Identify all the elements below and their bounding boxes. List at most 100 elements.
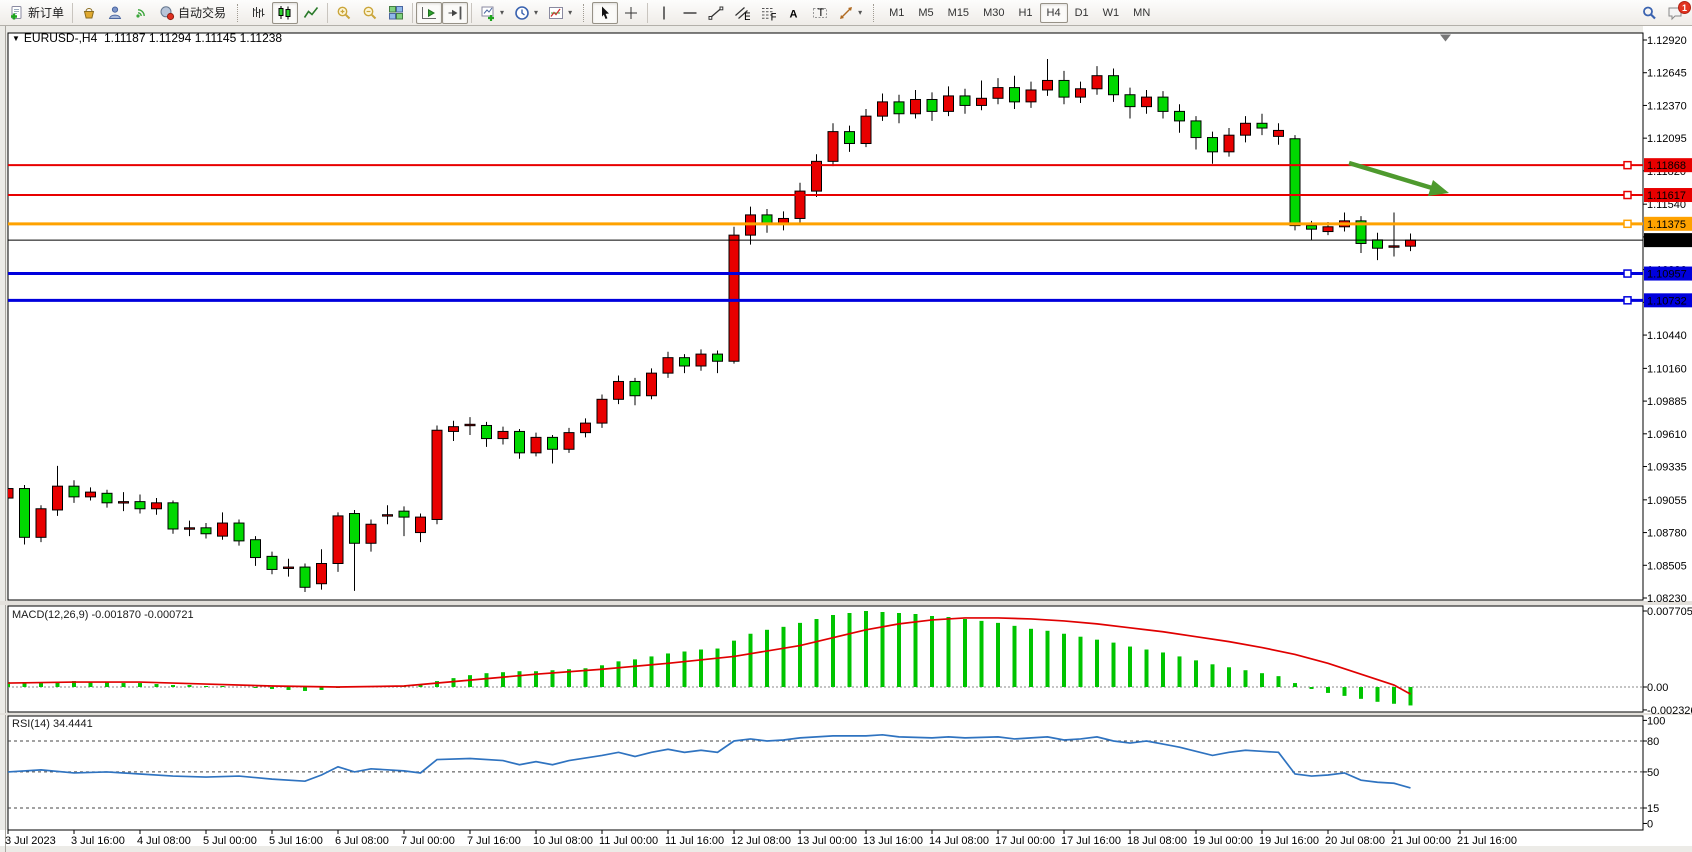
price-tag-label: 1.11617 (1647, 190, 1686, 202)
tile-windows-button[interactable] (383, 2, 409, 24)
linechart-icon (303, 5, 319, 21)
toolbar-grip[interactable] (583, 3, 588, 22)
toolbar-grip[interactable] (873, 3, 878, 22)
bear-candle (349, 513, 360, 544)
arrows-button[interactable]: ▾ (833, 2, 867, 24)
chart-shift-button[interactable] (442, 1, 469, 24)
profiles-button[interactable] (76, 2, 102, 24)
time-axis-label: 7 Jul 00:00 (401, 835, 455, 847)
fibonacci-button[interactable]: F (755, 2, 781, 24)
toolbar-separator (412, 2, 414, 23)
new-order-button[interactable]: 新订单 (4, 2, 69, 24)
zoom-in-button[interactable] (331, 2, 357, 24)
toolbar-grip[interactable] (237, 3, 242, 22)
timeframe-h4-button[interactable]: H4 (1039, 2, 1068, 23)
robot-icon (159, 5, 175, 21)
price-axis-label: 1.11540 (1647, 199, 1686, 211)
bull-candle (85, 491, 96, 498)
timeframe-d1-button[interactable]: D1 (1074, 6, 1089, 19)
bull-candle (811, 160, 822, 192)
timeframe-m1-button[interactable]: M1 (889, 6, 905, 19)
channel-icon: E (734, 5, 751, 23)
timeframe-h1-button[interactable]: H1 (1018, 6, 1033, 19)
svg-text:E: E (744, 11, 750, 21)
price-axis-label: 1.10440 (1647, 330, 1687, 342)
new-chart-button[interactable]: ▾ (475, 2, 509, 24)
chart-area[interactable]: 1.129201.126451.123701.120951.118201.115… (0, 26, 1692, 852)
trend-arrow-annotation[interactable] (1348, 160, 1433, 191)
label-button[interactable]: T (807, 2, 833, 24)
zoom-out-button[interactable] (357, 2, 383, 24)
timeframe-m15-button[interactable]: M15 (947, 6, 970, 19)
time-axis-row[interactable] (0, 830, 1692, 846)
line-handle[interactable] (1623, 296, 1632, 305)
cursor-button[interactable] (592, 1, 619, 24)
panel-splitter[interactable] (0, 713, 1692, 715)
bear-candle (134, 501, 146, 510)
bull-candle (943, 95, 954, 112)
toolbar-separator (647, 2, 649, 23)
chart-candles-button[interactable] (272, 1, 299, 24)
chart-canvas[interactable]: 1.129201.126451.123701.120951.118201.115… (0, 26, 1692, 852)
period-button[interactable]: ▾ (509, 2, 543, 24)
rsi-panel[interactable] (7, 715, 1644, 831)
chart-shift-marker[interactable] (1440, 34, 1451, 42)
bear-candle (893, 101, 905, 115)
notifications-button[interactable]: 1 (1662, 0, 1691, 24)
timeframe-mn-button[interactable]: MN (1133, 6, 1151, 19)
community-button[interactable] (102, 2, 128, 24)
time-axis-label: 13 Jul 00:00 (797, 835, 857, 847)
price-tag (1644, 216, 1692, 231)
line-handle[interactable] (1623, 190, 1632, 200)
hline-button[interactable] (677, 2, 703, 24)
dropdown-arrow-icon[interactable]: ▾ (568, 8, 573, 17)
toolbar-separator (327, 2, 329, 23)
chart-line-button[interactable] (298, 2, 324, 24)
timeframe-m30-button[interactable]: M30 (983, 6, 1005, 19)
indicators-button[interactable]: ▾ (543, 2, 577, 24)
time-axis-label: 11 Jul 16:00 (665, 835, 724, 847)
channel-button[interactable]: E (729, 2, 755, 24)
time-axis-label: 10 Jul 08:00 (533, 835, 593, 847)
line-handle[interactable] (1623, 269, 1632, 278)
main-chart-panel[interactable] (7, 32, 1644, 601)
toolbar-separator (471, 2, 473, 23)
bull-candle (580, 422, 591, 434)
search-button[interactable] (1636, 2, 1662, 24)
dropdown-arrow-icon[interactable]: ▾ (858, 8, 863, 17)
signals-button[interactable] (128, 2, 154, 24)
macd-panel[interactable] (7, 605, 1644, 713)
button-label: 自动交易 (178, 6, 227, 20)
trend-arrow-head[interactable] (1428, 180, 1449, 196)
line-handle[interactable] (1623, 219, 1632, 229)
bull-candle (118, 501, 129, 504)
bear-candle (1306, 225, 1317, 230)
chart-bars-button[interactable] (246, 2, 272, 24)
time-axis-label: 21 Jul 16:00 (1457, 835, 1517, 847)
panel-splitter[interactable] (0, 601, 1692, 605)
candles-layer (8, 59, 1643, 593)
bull-candle (613, 380, 624, 400)
line-handle[interactable] (1623, 160, 1632, 170)
bull-candle (316, 562, 327, 585)
timeframe-w1-button[interactable]: W1 (1102, 6, 1120, 19)
text-a-icon: A (786, 5, 802, 21)
auto-scroll-button[interactable] (416, 1, 443, 24)
dropdown-arrow-icon[interactable]: ▾ (534, 8, 539, 17)
bull-candle (8, 488, 14, 499)
text-button[interactable]: A (781, 2, 807, 24)
bear-candle (1207, 137, 1218, 153)
bear-candle (514, 430, 525, 454)
bull-candle (332, 515, 344, 564)
vline-button[interactable] (651, 2, 677, 24)
autotrading-button[interactable]: 自动交易 (154, 2, 231, 24)
bull-candle (52, 485, 63, 511)
bear-candle (712, 353, 723, 362)
price-axis-label: 1.08780 (1647, 528, 1687, 540)
crosshair-button[interactable] (618, 2, 644, 24)
time-axis-label: 11 Jul 00:00 (599, 835, 658, 847)
dropdown-arrow-icon[interactable]: ▾ (500, 8, 505, 17)
bear-candle (1009, 87, 1020, 103)
trendline-button[interactable] (703, 2, 729, 24)
timeframe-m5-button[interactable]: M5 (918, 6, 934, 19)
